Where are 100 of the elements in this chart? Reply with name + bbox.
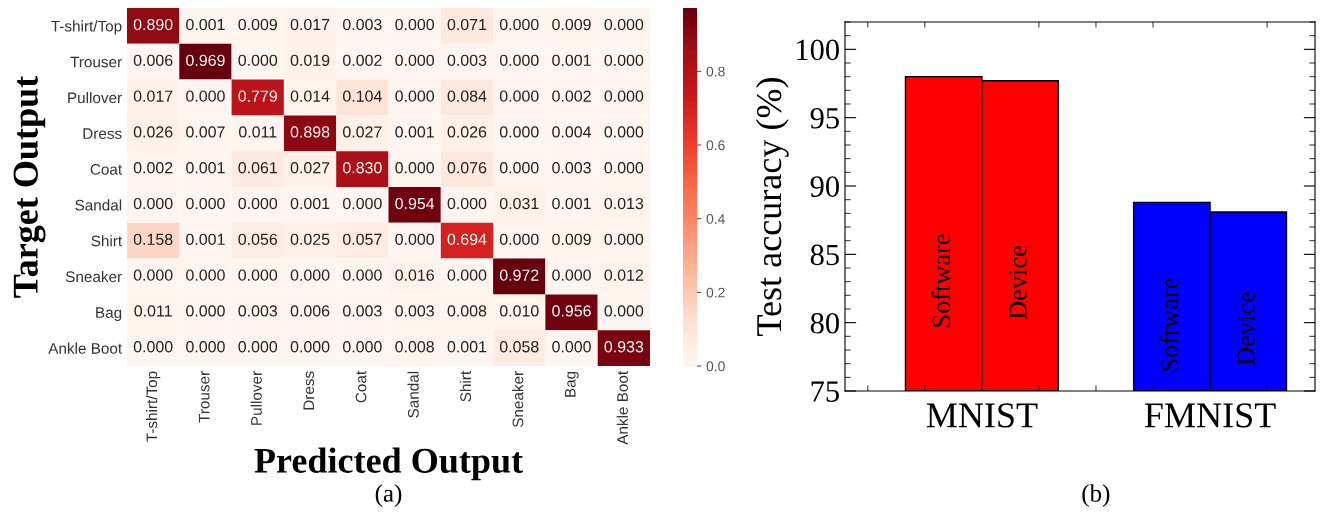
data-label: 0.000 — [499, 126, 539, 138]
data-label: 0.027 — [342, 126, 382, 138]
data-label: 0.007 — [186, 126, 225, 138]
data-label: 0.001 — [552, 197, 591, 210]
data-label: 0.956 — [552, 305, 591, 317]
data-label: 0.000 — [552, 269, 591, 281]
data-label: 0.002 — [133, 162, 173, 174]
data-label: 0.001 — [186, 18, 225, 31]
data-label: 0.025 — [290, 233, 330, 245]
data-label: 0.158 — [133, 233, 173, 245]
data-label: 0.000 — [604, 305, 644, 317]
y-tick-label: Ankle Boot — [48, 342, 123, 354]
data-label: 0.000 — [552, 341, 591, 353]
data-label: 0.000 — [238, 269, 278, 281]
y-axis-title: Target Output — [13, 75, 46, 298]
data-label: 0.000 — [290, 341, 330, 353]
data-label: 0.031 — [499, 197, 539, 210]
data-label: 0.000 — [395, 18, 435, 31]
data-label: 0.890 — [133, 18, 173, 31]
data-label: 0.000 — [604, 90, 644, 102]
data-label: 0.972 — [499, 269, 539, 281]
data-label: 0.076 — [447, 162, 487, 174]
y-tick-label: Sandal — [75, 199, 122, 211]
y-tick-label: 80 — [810, 312, 839, 334]
data-label: 0.000 — [499, 54, 539, 66]
y-tick-label: Pullover — [68, 91, 122, 104]
data-label: 0.071 — [447, 18, 487, 31]
series-label: Software — [1159, 278, 1179, 371]
data-label: 0.000 — [133, 341, 173, 353]
data-label: 0.000 — [186, 305, 225, 317]
data-label: 0.001 — [290, 197, 330, 210]
data-label: 0.000 — [604, 126, 644, 138]
y-tick-label: 90 — [810, 176, 839, 197]
data-label: 0.009 — [238, 18, 277, 31]
x-tick-label: Trouser — [198, 371, 210, 423]
data-label: 0.058 — [499, 341, 539, 353]
data-label: 0.057 — [342, 233, 382, 245]
text: (b) — [1082, 484, 1110, 507]
data-label: 0.000 — [342, 197, 382, 210]
data-label: 0.008 — [395, 341, 434, 353]
data-label: 0.004 — [552, 126, 592, 138]
data-label: 0.008 — [447, 305, 487, 317]
data-label: 0.779 — [238, 90, 277, 102]
data-label: 0.026 — [447, 126, 487, 138]
data-label: 0.016 — [395, 269, 434, 281]
data-label: 0.000 — [447, 269, 487, 281]
data-label: 0.898 — [290, 126, 330, 138]
x-tick-label: Pullover — [250, 371, 262, 425]
data-label: 0.011 — [134, 305, 172, 317]
data-label: 0.006 — [133, 54, 173, 66]
data-label: 0.061 — [238, 162, 277, 174]
color-bar-label: 0.0 — [706, 361, 725, 372]
color-bar-label: 0.2 — [706, 287, 725, 298]
color-bar-label: 0.8 — [706, 66, 725, 77]
data-label: 0.010 — [499, 305, 539, 317]
data-label: 0.017 — [133, 90, 173, 102]
data-label: 0.000 — [499, 18, 539, 31]
data-label: 0.006 — [290, 305, 330, 317]
y-tick-label: Sneaker — [65, 270, 122, 283]
data-label: 0.000 — [499, 162, 539, 174]
data-label: 0.002 — [342, 54, 382, 66]
x-tick-label: Ankle Boot — [616, 370, 628, 445]
data-label: 0.003 — [552, 162, 591, 174]
data-label: 0.000 — [238, 54, 278, 66]
data-label: 0.084 — [447, 90, 487, 102]
data-label: 0.000 — [604, 233, 644, 245]
data-label: 0.019 — [290, 54, 330, 66]
data-label: 0.000 — [395, 162, 435, 174]
data-label: 0.000 — [604, 162, 644, 174]
text: Device — [1008, 245, 1027, 320]
data-label: 0.954 — [395, 197, 435, 210]
data-label: 0.104 — [342, 90, 382, 102]
x-tick-label: Coat — [355, 370, 367, 403]
data-label: 0.003 — [342, 18, 382, 31]
data-label: 0.000 — [447, 197, 487, 210]
data-label: 0.000 — [342, 341, 382, 353]
data-label: 0.694 — [447, 233, 487, 245]
data-label: 0.017 — [290, 18, 330, 31]
y-tick-label: Shirt — [91, 235, 123, 247]
color-bar-label: 0.4 — [706, 214, 725, 224]
data-label: 0.001 — [447, 341, 487, 353]
data-label: 0.002 — [552, 90, 591, 102]
data-label: 0.026 — [133, 126, 173, 138]
x-tick-label: Shirt — [459, 370, 472, 402]
data-label: 0.000 — [186, 90, 225, 102]
x-tick-label: Sneaker — [512, 371, 524, 428]
y-tick-label: 85 — [810, 244, 839, 266]
data-label: 0.000 — [499, 233, 539, 245]
data-label: 0.000 — [186, 269, 225, 281]
data-label: 0.000 — [186, 197, 225, 210]
data-label: 0.003 — [238, 305, 278, 317]
data-label: 0.000 — [238, 341, 278, 353]
data-label: 0.000 — [342, 269, 382, 281]
y-tick-label: 100 — [796, 39, 839, 61]
data-label: 0.830 — [342, 162, 382, 174]
data-label: 0.000 — [186, 341, 225, 353]
data-label: 0.000 — [499, 90, 539, 102]
data-label: 0.001 — [395, 126, 434, 138]
y-tick-label: Dress — [83, 128, 122, 139]
data-label: 0.012 — [604, 269, 644, 281]
